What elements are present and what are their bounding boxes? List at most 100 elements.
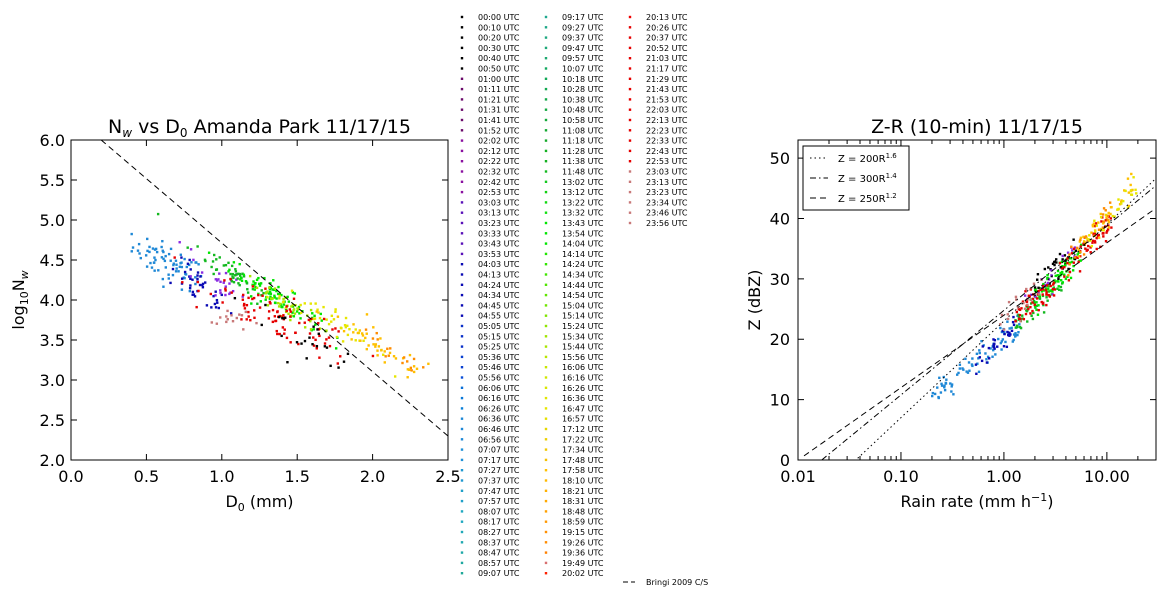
- z-r-data-point: [1012, 338, 1015, 342]
- legend-label: 15:34 UTC: [562, 332, 604, 341]
- nw-d0-data-point: [257, 293, 260, 297]
- legend-marker: [544, 314, 548, 317]
- z-r-data-point: [1105, 229, 1109, 233]
- z-r-data-point: [940, 384, 944, 387]
- nw-d0-data-point: [240, 318, 243, 321]
- legend-label: 05:15 UTC: [478, 332, 520, 341]
- z-r-data-point: [1051, 262, 1055, 266]
- z-r-data-point: [1074, 249, 1077, 252]
- z-r-legend-label: Z = 250R1.2: [838, 192, 897, 205]
- nw-d0-data-point: [264, 292, 268, 295]
- z-r-data-point: [994, 353, 997, 356]
- z-r-data-point: [971, 364, 974, 368]
- legend-label: 10:58 UTC: [562, 116, 604, 125]
- legend-marker: [460, 520, 464, 523]
- legend-label: 20:37 UTC: [646, 34, 688, 43]
- nw-d0-data-point: [234, 268, 237, 271]
- nw-d0-data-point: [156, 212, 160, 216]
- legend-marker: [460, 263, 464, 266]
- nw-d0-data-point: [264, 298, 267, 301]
- z-r-data-point: [949, 382, 952, 385]
- legend-marker: [544, 427, 548, 431]
- nw-d0-data-point: [130, 250, 133, 253]
- z-r-data-point: [933, 392, 937, 396]
- nw-d0-data-point: [231, 320, 235, 323]
- nw-d0-data-point: [181, 281, 184, 284]
- z-r-data-point: [1120, 199, 1123, 202]
- nw-d0-plot-frame: [70, 139, 449, 461]
- z-r-data-point: [1082, 240, 1086, 243]
- nw-d0-data-point: [281, 315, 284, 318]
- nw-d0-data-point: [311, 312, 314, 315]
- legend-marker: [460, 190, 464, 194]
- z-r-data-point: [1111, 214, 1114, 218]
- z-r-data-point: [1061, 281, 1065, 284]
- legend-label: 21:03 UTC: [646, 54, 688, 63]
- legend-label: 02:12 UTC: [478, 147, 520, 156]
- z-r-data-point: [1092, 222, 1096, 225]
- legend-marker: [544, 499, 548, 503]
- z-r-data-point: [943, 386, 946, 389]
- nw-d0-data-point: [179, 253, 183, 256]
- nw-d0-data-point: [239, 276, 243, 279]
- legend-label: 09:07 UTC: [478, 569, 520, 578]
- nw-d0-data-point: [299, 303, 302, 307]
- nw-d0-data-point: [150, 266, 154, 269]
- nw-d0-data-point: [288, 308, 292, 311]
- nw-d0-data-point: [240, 314, 244, 317]
- nw-d0-data-point: [268, 300, 272, 304]
- legend-marker: [628, 221, 632, 225]
- z-r-data-point: [1060, 289, 1063, 292]
- nw-d0-data-point: [269, 295, 272, 298]
- z-r-data-point: [997, 337, 1000, 341]
- nw-d0-data-point: [297, 342, 300, 346]
- legend-marker: [628, 26, 632, 29]
- nw-d0-data-point: [289, 341, 292, 344]
- nw-d0-data-point: [401, 361, 404, 365]
- y-tick-label: 50: [770, 149, 790, 168]
- z-r-data-point: [992, 345, 996, 348]
- nw-d0-data-point: [214, 306, 218, 309]
- nw-d0-data-point: [227, 261, 230, 265]
- z-r-data-point: [1076, 246, 1079, 250]
- z-r-data-point: [1068, 270, 1072, 274]
- z-r-data-point: [993, 347, 996, 350]
- legend-label: 18:59 UTC: [562, 518, 604, 527]
- nw-d0-data-point: [277, 305, 281, 308]
- nw-d0-data-point: [319, 312, 322, 316]
- z-r-data-point: [1044, 283, 1047, 287]
- z-r-data-point: [1129, 183, 1132, 187]
- legend-label: 17:12 UTC: [562, 425, 604, 434]
- legend-label: 00:10 UTC: [478, 23, 520, 32]
- legend-label: 17:22 UTC: [562, 435, 604, 444]
- nw-d0-data-point: [240, 279, 244, 282]
- legend-label: 05:25 UTC: [478, 343, 520, 352]
- z-r-data-point: [1070, 260, 1074, 264]
- nw-d0-data-point: [246, 288, 249, 291]
- nw-d0-data-point: [245, 282, 249, 285]
- nw-d0-data-point: [194, 276, 197, 279]
- z-r-data-point: [1051, 290, 1054, 293]
- nw-d0-data-point: [218, 272, 221, 275]
- z-r-data-point: [1025, 300, 1029, 303]
- nw-d0-data-point: [352, 331, 355, 334]
- nw-d0-data-point: [219, 291, 222, 295]
- legend-marker: [544, 252, 548, 256]
- nw-d0-data-point: [292, 309, 295, 312]
- z-r-data-point: [1101, 232, 1105, 235]
- z-r-data-point: [1029, 302, 1033, 305]
- legend-marker: [544, 469, 548, 472]
- nw-d0-data-point: [272, 279, 275, 282]
- z-r-data-point: [992, 338, 995, 341]
- z-r-relation-line: [821, 185, 1157, 461]
- nw-d0-data-point: [262, 291, 265, 295]
- z-r-data-point: [1099, 227, 1103, 231]
- z-r-data-point: [1029, 293, 1033, 297]
- nw-d0-data-point: [374, 343, 378, 346]
- z-r-data-point: [1071, 249, 1074, 252]
- legend-marker: [460, 46, 464, 50]
- legend-label: 23:03 UTC: [646, 168, 688, 177]
- z-r-data-point: [1001, 338, 1005, 341]
- legend-label: 00:50 UTC: [478, 65, 520, 74]
- z-r-data-point: [1011, 320, 1015, 324]
